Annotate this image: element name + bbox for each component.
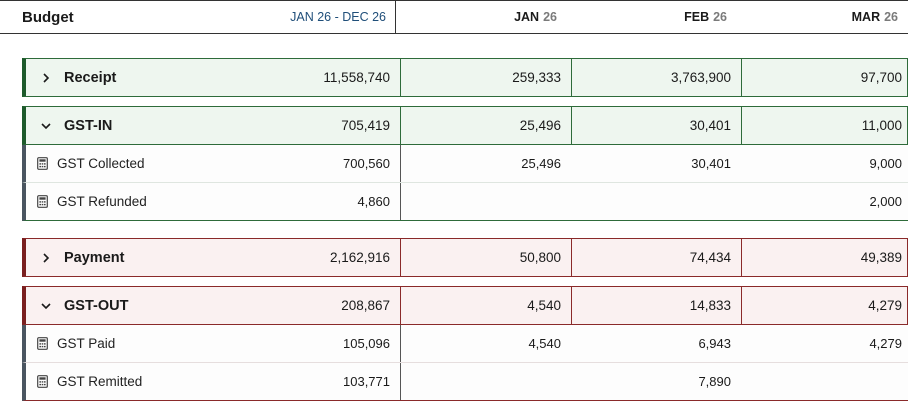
- group-label: Payment: [64, 249, 125, 266]
- gst-out-group-row[interactable]: GST-OUT 208,867 4,540 14,833 4,279: [22, 286, 908, 325]
- feb-value: 3,763,900: [571, 59, 741, 96]
- jan-value: 25,496: [400, 107, 571, 144]
- calculator-icon: [37, 375, 48, 388]
- jan-value[interactable]: [400, 183, 571, 220]
- gst-in-group-row[interactable]: GST-IN 705,419 25,496 30,401 11,000: [22, 106, 908, 145]
- calculator-icon: [37, 157, 48, 170]
- month-label: FEB: [684, 10, 710, 24]
- jan-value[interactable]: [400, 363, 571, 400]
- receipt-group-row[interactable]: Receipt 11,558,740 259,333 3,763,900 97,…: [22, 58, 908, 97]
- mar-value[interactable]: [741, 363, 908, 400]
- gst-in-label-cell[interactable]: GST-IN: [26, 107, 112, 144]
- mar-value: 97,700: [741, 59, 908, 96]
- mar-value[interactable]: 4,279: [869, 336, 902, 351]
- year-label: 26: [543, 10, 557, 24]
- column-header-feb: FEB 26: [567, 1, 737, 33]
- feb-value[interactable]: 7,890: [698, 374, 731, 389]
- mar-value: 4,279: [741, 287, 908, 324]
- payment-label-cell[interactable]: Payment: [26, 239, 124, 276]
- month-label: JAN: [514, 10, 540, 24]
- page-title: Budget: [22, 8, 74, 26]
- total-value: 2,162,916: [329, 250, 390, 265]
- jan-value: 259,333: [400, 59, 571, 96]
- gst-refunded-row[interactable]: GST Refunded 4,860 2,000: [22, 183, 908, 221]
- chevron-down-icon[interactable]: [40, 120, 52, 132]
- feb-value[interactable]: 6,943: [698, 336, 731, 351]
- gst-paid-row[interactable]: GST Paid 105,096 4,540 6,943 4,279: [22, 325, 908, 363]
- jan-value[interactable]: 25,496: [400, 145, 571, 182]
- row-label: GST Collected: [57, 156, 145, 171]
- month-label: MAR: [851, 10, 881, 24]
- group-label: GST-IN: [64, 117, 113, 134]
- payment-group-row[interactable]: Payment 2,162,916 50,800 74,434 49,389: [22, 238, 908, 277]
- total-value: 11,558,740: [323, 70, 390, 85]
- row-label: GST Remitted: [57, 374, 143, 389]
- gst-refunded-label-cell[interactable]: GST Refunded: [26, 183, 147, 220]
- feb-value: 30,401: [571, 107, 741, 144]
- year-label: 26: [713, 10, 727, 24]
- group-label: Receipt: [64, 69, 117, 86]
- total-value: 105,096: [343, 336, 390, 351]
- jan-value: 4,540: [400, 287, 571, 324]
- total-value: 705,419: [341, 118, 390, 133]
- mar-value: 11,000: [741, 107, 908, 144]
- chevron-down-icon[interactable]: [40, 300, 52, 312]
- mar-value[interactable]: 9,000: [869, 156, 902, 171]
- gst-collected-row[interactable]: GST Collected 700,560 25,496 30,401 9,00…: [22, 145, 908, 183]
- feb-value[interactable]: 30,401: [691, 156, 731, 171]
- group-label: GST-OUT: [64, 297, 129, 314]
- total-value: 103,771: [343, 374, 390, 389]
- row-label: GST Refunded: [57, 194, 147, 209]
- total-value: 4,860: [357, 194, 390, 209]
- total-value: 700,560: [343, 156, 390, 171]
- calculator-icon: [37, 337, 48, 350]
- gst-remitted-label-cell[interactable]: GST Remitted: [26, 363, 142, 400]
- chevron-right-icon[interactable]: [40, 252, 52, 264]
- jan-value: 50,800: [400, 239, 571, 276]
- date-range-label[interactable]: JAN 26 - DEC 26: [230, 1, 396, 33]
- column-header-mar: MAR 26: [737, 1, 908, 33]
- total-value: 208,867: [341, 298, 390, 313]
- receipt-label-cell[interactable]: Receipt: [26, 59, 116, 96]
- jan-value[interactable]: 4,540: [400, 325, 571, 362]
- feb-value: 14,833: [571, 287, 741, 324]
- column-header-jan: JAN 26: [397, 1, 567, 33]
- mar-value: 49,389: [741, 239, 908, 276]
- feb-value: 74,434: [571, 239, 741, 276]
- gst-paid-label-cell[interactable]: GST Paid: [26, 325, 115, 362]
- budget-header: Budget JAN 26 - DEC 26 JAN 26 FEB 26 MAR 26: [0, 0, 908, 34]
- calculator-icon: [37, 195, 48, 208]
- gst-collected-label-cell[interactable]: GST Collected: [26, 145, 145, 182]
- year-label: 26: [884, 10, 898, 24]
- chevron-right-icon[interactable]: [40, 72, 52, 84]
- mar-value[interactable]: 2,000: [869, 194, 902, 209]
- row-label: GST Paid: [57, 336, 116, 351]
- gst-out-label-cell[interactable]: GST-OUT: [26, 287, 128, 324]
- gst-remitted-row[interactable]: GST Remitted 103,771 7,890: [22, 363, 908, 401]
- feb-value[interactable]: [571, 183, 741, 220]
